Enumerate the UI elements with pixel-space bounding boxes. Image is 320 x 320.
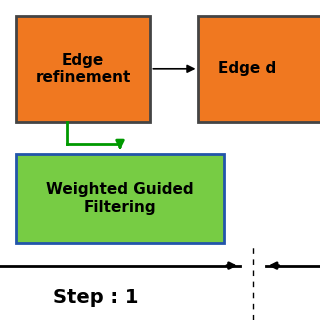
Text: Step : 1: Step : 1 — [53, 288, 139, 307]
Text: Edge
refinement: Edge refinement — [36, 52, 131, 85]
Text: Weighted Guided
Filtering: Weighted Guided Filtering — [46, 182, 194, 215]
Text: Edge d: Edge d — [218, 61, 276, 76]
FancyBboxPatch shape — [16, 16, 150, 122]
FancyBboxPatch shape — [16, 154, 224, 243]
FancyBboxPatch shape — [198, 16, 320, 122]
